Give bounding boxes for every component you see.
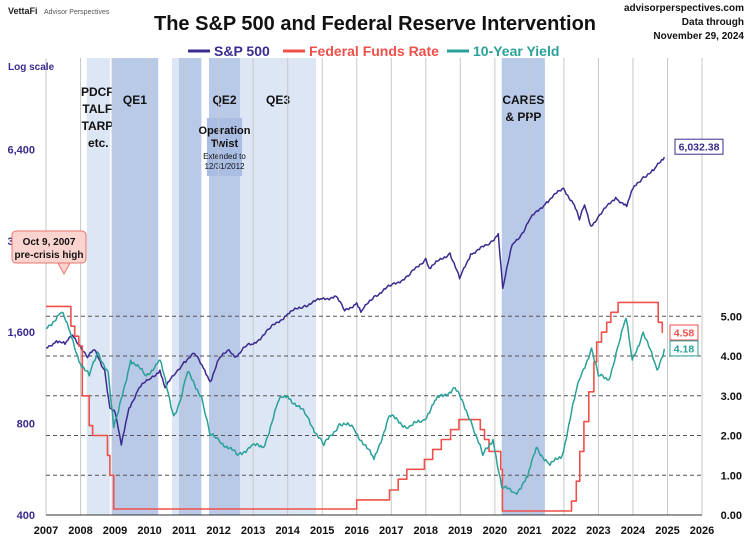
shaded-period-2 [172,58,179,515]
period-label: & PPP [505,110,541,124]
period-label: QE3 [266,93,290,107]
pre-crisis-pointer [57,262,71,276]
series-line-s-p-500 [45,156,666,446]
period-label: etc. [88,136,109,150]
operation-twist-label: Twist [211,138,239,150]
pre-crisis-callout [11,230,87,264]
x-tick-label: 2022 [552,525,576,537]
legend-label: S&P 500 [214,43,270,59]
x-tick-label: 2018 [414,525,438,537]
left-tick-label: 6,400 [7,144,35,156]
x-tick-label: 2011 [172,525,196,537]
x-tick-label: 2026 [690,525,714,537]
chart-title: The S&P 500 and Federal Reserve Interven… [154,13,596,35]
left-tick-label: 400 [17,510,35,522]
x-tick-label: 2019 [448,525,472,537]
site-name: advisorperspectives.com [624,3,744,14]
operation-twist-sub: 12/31/2012 [204,162,245,171]
end-value-label: 6,032.38 [679,142,720,154]
shaded-period-6 [501,58,545,515]
shaded-period-1 [111,58,159,515]
end-value-label: 4.58 [674,327,695,339]
x-tick-label: 2008 [68,525,92,537]
date-line-2: November 29, 2024 [653,31,744,42]
period-label: QE1 [123,93,147,107]
series-line-federal-funds-rate [46,301,664,512]
end-value-box [674,138,724,155]
operation-twist-label: Operation [199,125,251,137]
pre-crisis-text: Oct 9, 2007 [23,237,76,248]
x-tick-label: 2017 [379,525,403,537]
period-label: QE2 [212,93,236,107]
period-label: CARES [502,93,544,107]
end-value-label: 4.18 [674,343,695,355]
series-line-10-year-yield [45,311,666,495]
left-axis-label: Log scale [8,62,55,73]
right-tick-label: 5.00 [721,311,742,323]
x-tick-label: 2025 [655,525,679,537]
shaded-period-0 [86,58,110,515]
right-tick-label: 4.00 [721,351,742,363]
x-tick-label: 2007 [34,525,58,537]
right-tick-label: 1.00 [721,470,742,482]
label-layer: 6,032.38 4.58 4.18 Oct 9, 2007 pre-crisis hi… [11,138,724,357]
left-tick-label: 800 [17,419,35,431]
right-tick-label: 3.00 [721,391,742,403]
left-tick-label: 1,600 [7,327,35,339]
end-value-box [669,340,699,357]
x-tick-label: 2014 [275,525,300,537]
x-tick-label: 2016 [344,525,368,537]
legend-label: Federal Funds Rate [309,43,439,59]
x-tick-label: 2012 [206,525,230,537]
brand-sub: Advisor Perspectives [44,9,110,16]
brand-name: VettaFi [8,6,38,16]
pre-crisis-text: pre-crisis high [15,250,84,261]
right-tick-label: 2.00 [721,431,742,443]
series-layer [45,156,666,512]
period-label: TARP, [82,119,116,133]
x-tick-label: 2023 [586,525,610,537]
x-tick-label: 2024 [621,525,646,537]
operation-twist-sub: Extended to [203,152,246,161]
x-tick-label: 2020 [483,525,507,537]
x-tick-label: 2010 [137,525,161,537]
right-tick-label: 0.00 [721,510,742,522]
legend-label: 10-Year Yield [473,43,559,59]
period-label: PDCF, [81,85,116,99]
x-tick-label: 2009 [103,525,127,537]
legend: S&P 500 Federal Funds Rate 10-Year Yield [188,43,559,59]
x-tick-label: 2021 [517,525,541,537]
date-line-1: Data through [682,17,744,28]
period-label: TALF, [82,102,114,116]
intervention-shading-layer: PDCF, TALF, TARP, etc. QE1 QE2 QE3 CARES & PPP Op… [81,58,545,515]
end-value-box [669,324,699,341]
x-tick-label: 2013 [241,525,265,537]
operation-twist-box [206,118,243,176]
x-tick-label: 2015 [310,525,334,537]
